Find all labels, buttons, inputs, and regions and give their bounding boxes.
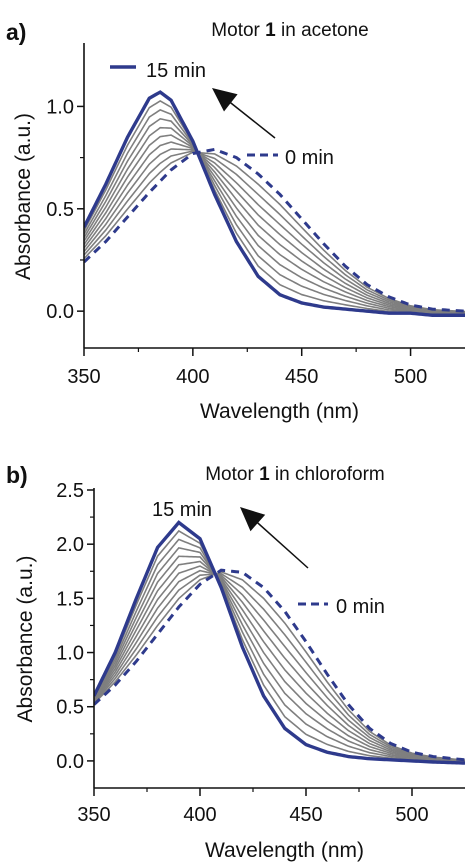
- y-axis-label: Absorbance (a.u.): [14, 556, 37, 723]
- intermediate-spectrum-line: [84, 150, 465, 313]
- chart-title-prefix: Motor: [205, 464, 259, 485]
- y-tick-label: 1.0: [46, 96, 74, 118]
- x-tick-label: 450: [285, 366, 318, 388]
- intermediate-spectrum-line: [84, 109, 465, 316]
- intermediate-spectrum-line: [94, 560, 465, 763]
- y-axis-label: Absorbance (a.u.): [12, 113, 35, 280]
- x-tick-label: 450: [289, 804, 322, 826]
- intermediate-spectrum-line: [94, 569, 465, 762]
- arrow-icon: [240, 507, 266, 532]
- intermediate-spectrum-line: [84, 100, 465, 316]
- x-tick-label: 350: [77, 804, 110, 826]
- y-tick-label: 2.0: [56, 534, 84, 556]
- intermediate-spectrum-line: [84, 126, 465, 315]
- intermediate-spectrum-line: [84, 134, 465, 314]
- intermediate-spectrum-line: [84, 117, 465, 315]
- arrow-shaft: [222, 96, 276, 139]
- y-tick-label: 0.5: [46, 199, 74, 221]
- intermediate-spectrum-line: [94, 555, 465, 763]
- intermediate-spectrum-line: [84, 141, 465, 314]
- y-tick-label: 0.0: [56, 751, 84, 773]
- curves: [84, 90, 465, 317]
- chart-title-prefix: Motor: [211, 20, 265, 41]
- arrow-icon: [212, 88, 238, 112]
- x-tick-label: 400: [183, 804, 216, 826]
- arrow-shaft: [251, 517, 309, 569]
- y-tick-label: 0.5: [56, 697, 84, 719]
- panel-label: b): [6, 462, 28, 488]
- panel-a: a) Motor 1 in acetone 350 400 450 500 0.0 0.5 1.…: [6, 19, 465, 423]
- intermediate-spectrum-line: [84, 148, 465, 314]
- panel-b: b) Motor 1 in chloroform 350 400 450 500 0.0 0.…: [6, 462, 465, 862]
- series-0-min-line: [94, 568, 465, 762]
- curves: [94, 520, 465, 765]
- intermediate-spectrum-line: [94, 565, 465, 762]
- chart-title: Motor 1 in acetone: [211, 20, 368, 41]
- legend-15-min-label: 15 min: [146, 60, 206, 82]
- x-axis-label: Wavelength (nm): [200, 400, 359, 423]
- legend-0-min-label: 0 min: [336, 596, 385, 618]
- intermediate-spectrum-line: [94, 546, 465, 763]
- legend-15-min-label: 15 min: [152, 499, 212, 521]
- series-15-min-line: [94, 520, 465, 765]
- chart-title-suffix: in chloroform: [270, 464, 385, 485]
- y-tick-label: 1.5: [56, 588, 84, 610]
- intermediate-spectrum-line: [94, 572, 465, 762]
- x-axis-label: Wavelength (nm): [205, 839, 364, 862]
- x-tick-label: 350: [67, 366, 100, 388]
- series-15-min-line: [84, 90, 465, 317]
- intermediate-spectrum-line: [94, 571, 465, 761]
- legend-0-min-label: 0 min: [285, 147, 334, 169]
- series-0-min-line: [84, 147, 465, 313]
- y-tick-label: 0.0: [46, 301, 74, 323]
- chart-title-compound: 1: [259, 464, 270, 485]
- y-tick-label: 2.5: [56, 480, 84, 502]
- chart-title-compound: 1: [265, 20, 276, 41]
- x-tick-label: 500: [394, 366, 427, 388]
- x-tick-label: 500: [395, 804, 428, 826]
- chart-title-suffix: in acetone: [276, 20, 369, 41]
- chart-title: Motor 1 in chloroform: [205, 464, 385, 485]
- intermediate-spectrum-line: [94, 538, 465, 764]
- y-tick-label: 1.0: [56, 643, 84, 665]
- panel-label: a): [6, 19, 26, 45]
- x-tick-label: 400: [176, 366, 209, 388]
